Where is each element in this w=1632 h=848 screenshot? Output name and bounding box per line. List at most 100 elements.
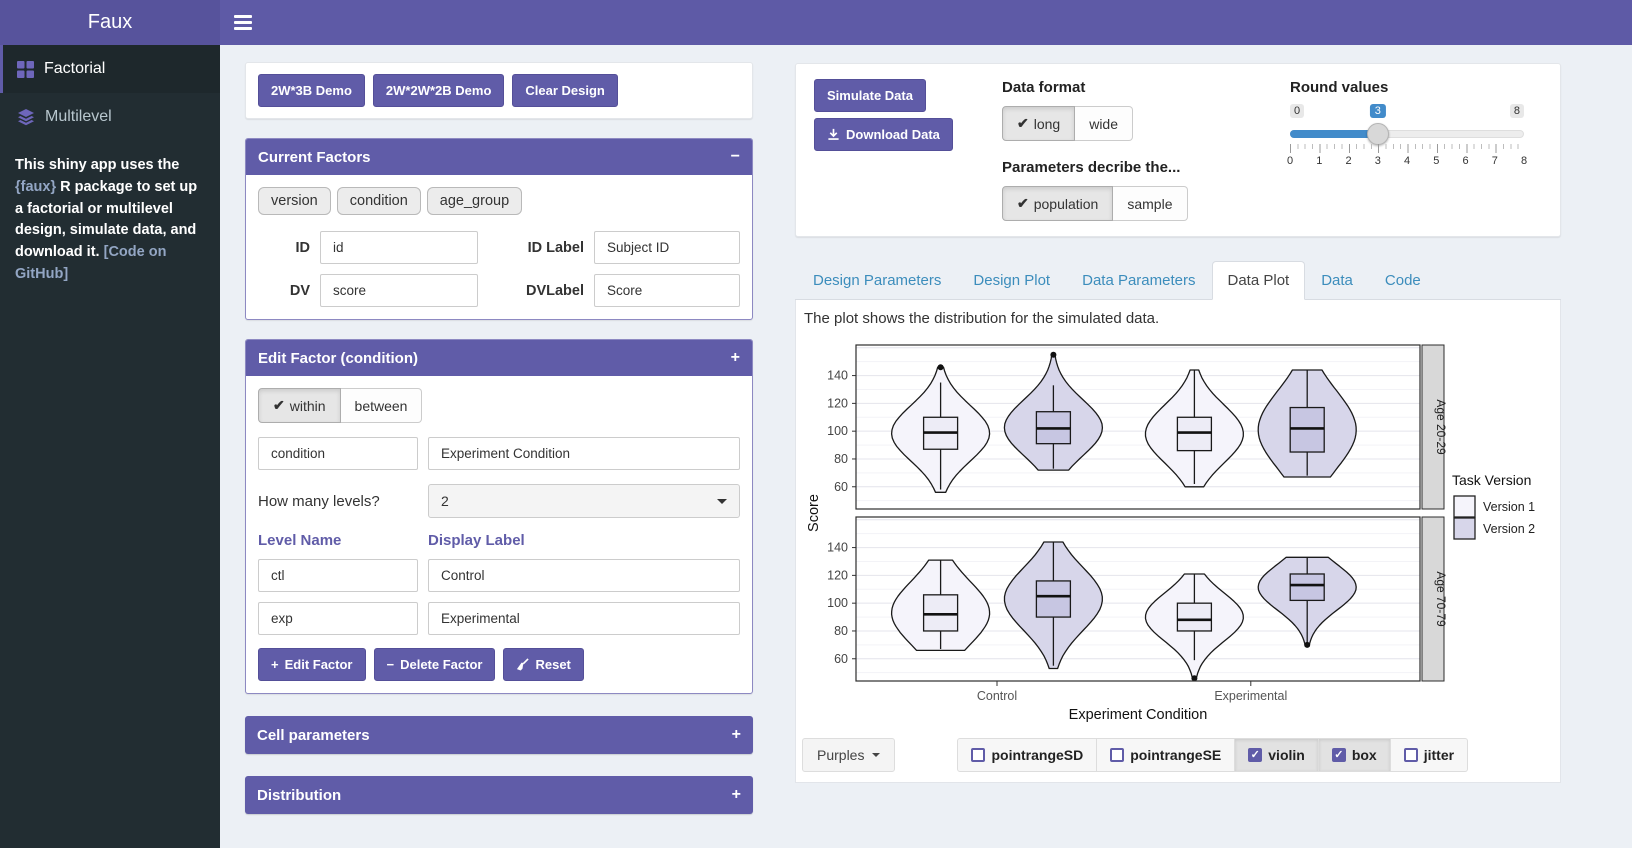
demo-2w3b-button[interactable]: 2W*3B Demo <box>258 74 365 107</box>
factor-display-input[interactable] <box>428 437 740 470</box>
collapse-plus-icon[interactable]: + <box>731 726 741 743</box>
tab-data-parameters[interactable]: Data Parameters <box>1082 272 1196 289</box>
panel-title: Current Factors <box>258 148 371 166</box>
faux-package-link[interactable]: {faux} <box>15 178 57 195</box>
level1-name-input[interactable] <box>258 559 418 592</box>
violin-checkbox[interactable]: violin <box>1235 738 1319 772</box>
dv-label-input[interactable] <box>594 274 740 307</box>
long-option[interactable]: ✔ long <box>1002 106 1076 141</box>
top-navbar: Faux <box>0 0 1632 45</box>
sidebar-item-label: Multilevel <box>45 108 112 125</box>
collapse-plus-icon[interactable]: + <box>730 349 740 366</box>
sidebar-about-text: This shiny app uses the {faux} R package… <box>15 157 198 282</box>
current-factors-header[interactable]: Current Factors − <box>246 139 752 175</box>
simulate-box: Simulate Data Download Data Data format … <box>795 63 1561 237</box>
plot-controls: Purples pointrangeSD pointrangeSE violin… <box>802 738 1556 772</box>
edit-factor-button[interactable]: + Edit Factor <box>258 648 366 681</box>
app-logo[interactable]: Faux <box>0 0 220 45</box>
svg-text:80: 80 <box>834 624 848 638</box>
svg-text:Experiment Condition: Experiment Condition <box>1069 707 1208 723</box>
sample-option[interactable]: ✔sample <box>1113 186 1188 221</box>
svg-text:Age 70-79: Age 70-79 <box>1434 571 1448 627</box>
sidebar-item-multilevel[interactable]: Multilevel <box>0 93 220 141</box>
simulate-data-button[interactable]: Simulate Data <box>814 79 926 112</box>
reset-button[interactable]: Reset <box>503 648 584 681</box>
slider-value-badge: 3 <box>1369 104 1386 118</box>
caret-down-icon <box>717 498 727 504</box>
factor-chip-age-group[interactable]: age_group <box>426 187 523 215</box>
pointrangeSD-checkbox[interactable]: pointrangeSD <box>957 738 1098 772</box>
tab-design-plot[interactable]: Design Plot <box>973 272 1051 289</box>
id-label-label: ID Label <box>527 239 584 256</box>
sidebar-toggle-button[interactable] <box>220 0 265 45</box>
clear-design-button[interactable]: Clear Design <box>512 74 618 107</box>
collapse-plus-icon[interactable]: + <box>731 786 741 803</box>
check-icon: ✔ <box>273 397 285 413</box>
round-values-label: Round values <box>1290 79 1389 96</box>
tab-data[interactable]: Data <box>1321 272 1353 289</box>
display-label-heading: Display Label <box>428 532 525 549</box>
plot-caption: The plot shows the distribution for the … <box>804 310 1160 327</box>
within-option[interactable]: ✔ within <box>258 388 341 423</box>
demo-buttons-box: 2W*3B Demo 2W*2W*2B Demo Clear Design <box>245 62 753 119</box>
sidebar-item-factorial[interactable]: Factorial <box>0 45 220 93</box>
factor-chip-condition[interactable]: condition <box>336 187 421 215</box>
level2-name-input[interactable] <box>258 602 418 635</box>
population-sample-toggle: ✔population ✔sample <box>1002 186 1188 221</box>
download-icon <box>828 128 839 140</box>
demo-2w2w2b-button[interactable]: 2W*2W*2B Demo <box>372 74 505 107</box>
slider-handle[interactable] <box>1366 123 1389 145</box>
id-label-input[interactable] <box>594 231 740 264</box>
tab-code[interactable]: Code <box>1384 272 1421 289</box>
jitter-checkbox[interactable]: jitter <box>1390 738 1469 772</box>
levels-count-select[interactable]: 2 <box>428 484 740 518</box>
caret-down-icon <box>872 753 881 757</box>
slider-max-badge: 8 <box>1509 104 1524 118</box>
current-factors-panel: Current Factors − version condition age_… <box>245 138 753 320</box>
edit-factor-header[interactable]: Edit Factor (condition) + <box>246 340 752 376</box>
wide-option[interactable]: ✔wide <box>1075 106 1133 141</box>
dv-label: DV <box>289 282 310 299</box>
id-input[interactable] <box>320 231 478 264</box>
distribution-panel-header[interactable]: Distribution + <box>245 776 753 814</box>
minus-icon: − <box>386 657 395 672</box>
within-between-toggle: ✔within ✔between <box>258 388 423 423</box>
svg-text:Task Version: Task Version <box>1452 472 1531 488</box>
hamburger-icon <box>233 15 252 18</box>
checkbox-icon <box>1110 748 1125 762</box>
dv-label-label: DVLabel <box>525 282 584 299</box>
level2-label-input[interactable] <box>428 602 740 635</box>
layers-icon <box>18 109 34 126</box>
factor-chips: version condition age_group <box>258 187 740 215</box>
svg-text:Control: Control <box>977 689 1017 703</box>
tab-data-plot[interactable]: Data Plot <box>1211 261 1306 300</box>
github-link[interactable]: [Code on GitHub] <box>15 244 167 282</box>
svg-text:Experimental: Experimental <box>1214 689 1287 703</box>
population-option[interactable]: ✔ population <box>1002 186 1114 221</box>
results-tabs: Design Parameters Design Plot Data Param… <box>795 261 1561 300</box>
dv-input[interactable] <box>320 274 478 307</box>
between-option[interactable]: ✔between <box>340 388 423 423</box>
pointrangeSE-checkbox[interactable]: pointrangeSE <box>1097 738 1236 772</box>
tab-design-parameters[interactable]: Design Parameters <box>813 272 942 289</box>
svg-text:Version 2: Version 2 <box>1483 522 1535 536</box>
data-format-label: Data format <box>1002 79 1086 96</box>
data-plot-tab-content: The plot shows the distribution for the … <box>795 300 1561 783</box>
checkbox-checked-icon <box>1248 748 1263 762</box>
svg-text:140: 140 <box>827 369 848 383</box>
design-column: 2W*3B Demo 2W*2W*2B Demo Clear Design Cu… <box>245 62 753 814</box>
collapse-minus-icon[interactable]: − <box>730 148 740 165</box>
delete-factor-button[interactable]: − Delete Factor <box>373 648 496 681</box>
cell-parameters-panel-header[interactable]: Cell parameters + <box>245 716 753 754</box>
box-checkbox[interactable]: box <box>1318 738 1391 772</box>
svg-text:Score: Score <box>806 494 822 532</box>
factor-chip-version[interactable]: version <box>258 187 331 215</box>
level-name-heading: Level Name <box>258 532 342 549</box>
svg-text:60: 60 <box>834 480 848 494</box>
level1-label-input[interactable] <box>428 559 740 592</box>
svg-text:60: 60 <box>834 652 848 666</box>
download-data-button[interactable]: Download Data <box>814 118 953 151</box>
palette-dropdown[interactable]: Purples <box>802 738 896 772</box>
factor-name-input[interactable] <box>258 437 418 470</box>
